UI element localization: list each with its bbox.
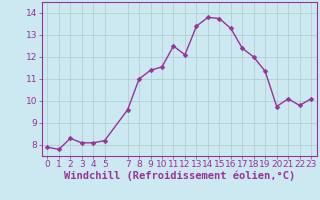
X-axis label: Windchill (Refroidissement éolien,°C): Windchill (Refroidissement éolien,°C): [64, 171, 295, 181]
